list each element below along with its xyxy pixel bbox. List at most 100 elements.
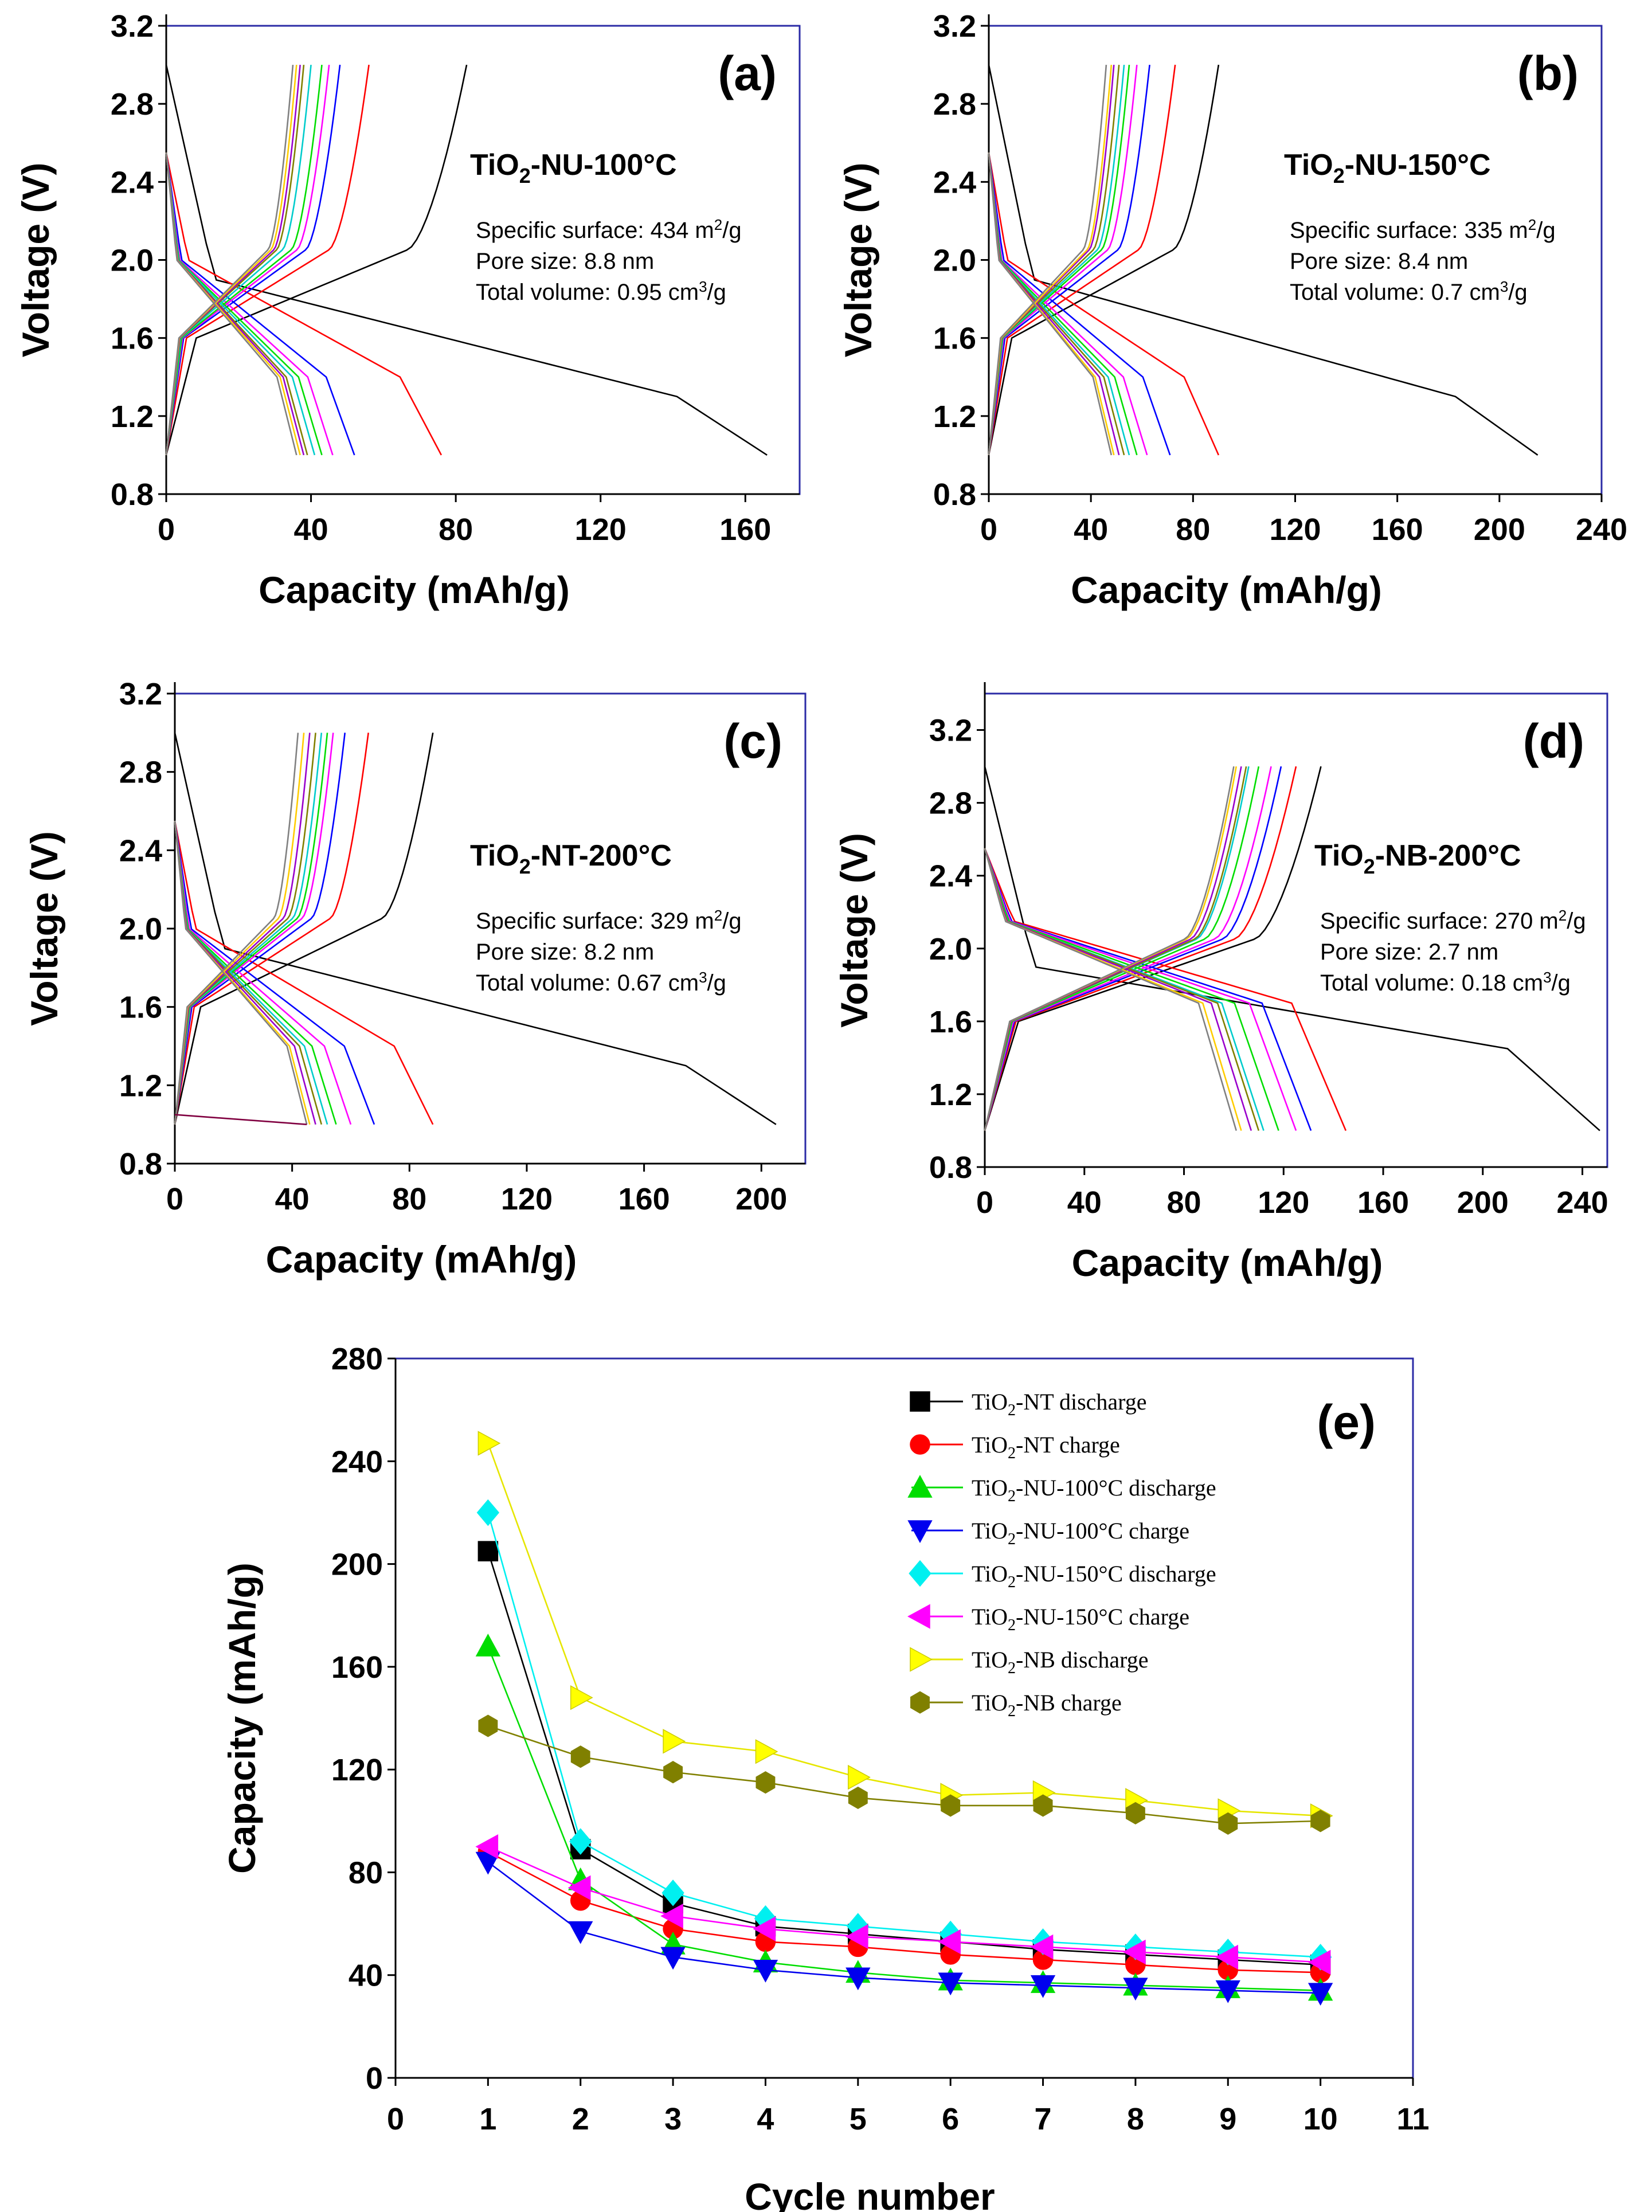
x-tick-label: 120 [1258,1185,1309,1220]
charge-curve-cycle-3 [984,766,1282,1131]
legend-label: TiO2-NU-150°C discharge [972,1561,1216,1591]
discharge-curve-cycle-3 [165,152,355,456]
discharge-curve-cycle-1 [165,64,768,456]
info-line: Total volume: 0.95 cm3/g [476,278,726,305]
discharge-curve-cycle-1 [988,64,1539,456]
info-line: Specific surface: 434 m2/g [476,216,742,243]
y-tick-label: 240 [331,1444,383,1479]
data-point [660,1947,686,1970]
x-axis-title: Capacity (mAh/g) [266,1238,577,1281]
charge-curve-cycle-2 [988,64,1176,456]
plot-frame [394,1357,1414,2079]
x-tick-label: 10 [1303,2102,1338,2136]
x-tick-label: 0 [976,1185,993,1220]
data-point [570,1745,590,1768]
legend-marker [907,1604,930,1629]
info-line: Total volume: 0.18 cm3/g [1320,969,1571,996]
series-line-8 [487,1725,1321,1825]
y-tick-label: 2.4 [111,165,154,199]
y-tick-label: 0.8 [929,1150,972,1185]
x-tick-label: 160 [1372,512,1423,547]
x-tick-label: 5 [850,2102,867,2136]
info-line: Specific surface: 329 m2/g [476,907,742,934]
y-axis-title: Voltage (V) [837,163,879,358]
data-point [1030,1934,1054,1960]
discharge-curve-cycle-9 [984,848,1242,1131]
sample-title: TiO2-NB-200°C [1314,839,1521,878]
x-tick-label: 80 [1166,1185,1201,1220]
y-tick-label: 0.8 [111,477,154,512]
data-point [477,1431,501,1456]
y-axis-title: Voltage (V) [833,833,875,1028]
y-axis-title: Capacity (mAh/g) [221,1563,263,1874]
info-line: Total volume: 0.7 cm3/g [1290,278,1528,305]
charge-curve-cycle-2 [165,64,370,456]
y-tick-label: 2.0 [111,244,154,278]
panel-e: 0 40 80 120 160 200 240 280 0 1 2 3 4 5 6 7 8 9 10 11 Cycle … [221,1342,1430,2212]
legend-marker [910,1691,930,1714]
x-tick-label: 0 [980,512,997,547]
charge-curve-cycle-1 [174,733,434,1125]
legend-label: TiO2-NU-100°C discharge [972,1475,1216,1505]
legend-label: TiO2-NT charge [972,1432,1120,1462]
charge-curve-cycle-8 [165,64,301,456]
data-point [755,1771,776,1794]
y-tick-label: 1.2 [929,1078,972,1112]
discharge-curve-cycle-6 [165,152,316,456]
data-point [477,1541,499,1561]
data-point [1307,1983,1333,2006]
data-point [660,1903,683,1929]
discharge-curve-cycle-2 [988,152,1220,456]
charge-curve-cycle-10 [988,64,1107,456]
legend-marker [907,1520,933,1543]
y-tick-label: 1.6 [111,322,154,356]
charge-curve-cycle-9 [165,64,297,456]
panel-label: (c) [723,714,782,768]
x-tick-label: 80 [392,1182,426,1216]
x-tick-label: 160 [719,512,771,547]
discharge-curve-cycle-4 [165,152,334,456]
discharge-curve-cycle-3 [174,820,375,1125]
data-point [476,1499,500,1526]
data-point [1125,1802,1145,1825]
discharge-curve-cycle-10 [165,152,297,456]
data-point [938,1929,961,1955]
panel-a: 0.8 1.2 1.6 2.0 2.4 2.8 3.2 0 40 80 120 160 Capacity… [14,9,801,611]
series-line-6 [487,1846,1321,1963]
charge-curve-cycle-1 [165,64,468,456]
y-tick-label: 0.8 [119,1147,162,1181]
y-tick-label: 1.6 [933,322,976,356]
x-tick-label: 40 [294,512,328,547]
x-axis-title: Capacity (mAh/g) [1071,569,1382,611]
x-tick-label: 240 [1576,512,1627,547]
panel-b: 0.8 1.2 1.6 2.0 2.4 2.8 3.2 0 40 80 120 160 200 240 Ca… [837,9,1627,611]
x-tick-label: 11 [1396,2102,1429,2136]
sample-title: TiO2-NU-100°C [470,148,677,187]
data-point [475,1834,499,1859]
charge-curve-cycle-4 [165,64,330,456]
discharge-curve-cycle-5 [984,848,1279,1131]
data-point [568,1921,593,1944]
data-point [569,1828,592,1855]
data-point [567,1875,591,1900]
x-tick-label: 0 [158,512,175,547]
y-tick-label: 2.0 [929,932,972,966]
charge-curve-cycle-1 [984,766,1322,1131]
data-point [848,1786,868,1810]
discharge-curve-cycle-10 [988,152,1113,456]
charge-curve-cycle-8 [984,766,1242,1131]
x-tick-label: 40 [1067,1185,1102,1220]
info-line: Specific surface: 335 m2/g [1290,216,1556,243]
discharge-curve-cycle-3 [988,152,1171,456]
info-line: Pore size: 8.4 nm [1290,249,1468,274]
legend-label: TiO2-NT discharge [972,1389,1147,1419]
x-tick-label: 80 [1176,512,1210,547]
legend-marker [909,1560,931,1587]
x-tick-label: 4 [757,2102,774,2136]
discharge-curve-cycle-2 [174,820,434,1125]
data-point [848,1764,871,1790]
y-tick-label: 1.6 [119,990,162,1025]
y-tick-label: 3.2 [111,9,154,44]
y-tick-label: 160 [331,1650,383,1685]
